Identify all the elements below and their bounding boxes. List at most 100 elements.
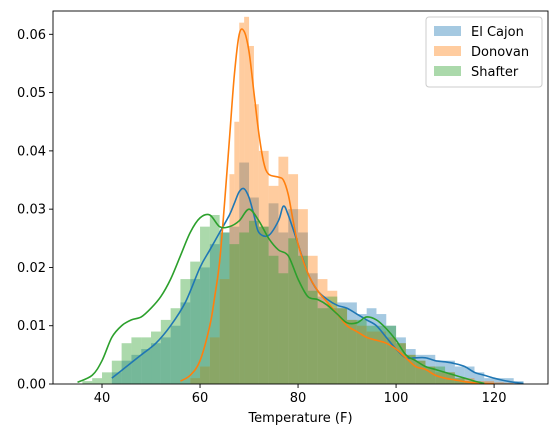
- hist-bar-donovan: [278, 156, 289, 384]
- hist-bar-donovan: [317, 279, 328, 384]
- hist-bar-shafter: [190, 261, 201, 384]
- hist-bar-shafter: [102, 372, 112, 384]
- hist-bar-el-cajon: [327, 308, 338, 384]
- hist-bar-donovan: [298, 209, 308, 384]
- hist-bar-el-cajon: [268, 203, 279, 384]
- hist-bar-el-cajon: [131, 354, 142, 384]
- hist-bar-donovan: [190, 378, 201, 384]
- hist-bar-donovan: [415, 360, 426, 384]
- hist-bar-el-cajon: [200, 267, 210, 384]
- hist-bar-el-cajon: [386, 325, 397, 384]
- hist-bar-el-cajon: [229, 226, 240, 384]
- hist-bar-el-cajon: [180, 302, 191, 384]
- hist-bar-el-cajon: [494, 378, 504, 384]
- hist-bar-donovan: [356, 325, 367, 384]
- hist-bar-el-cajon: [356, 314, 367, 384]
- hist-bar-shafter: [435, 366, 446, 384]
- x-tick-label: 100: [384, 391, 409, 406]
- hist-bar-donovan: [253, 104, 259, 384]
- hist-bar-donovan: [288, 174, 299, 384]
- y-tick-label: 0.03: [17, 203, 46, 218]
- hist-bar-donovan: [347, 319, 357, 384]
- hist-bar-shafter: [249, 220, 259, 384]
- hist-bar-shafter: [445, 372, 455, 384]
- y-tick-label: 0.01: [17, 319, 46, 334]
- hist-bar-donovan: [239, 22, 245, 384]
- hist-bar-el-cajon: [425, 354, 436, 384]
- x-tick-label: 40: [94, 391, 111, 406]
- hist-bar-donovan: [464, 378, 475, 384]
- hist-bar-shafter: [141, 337, 152, 384]
- hist-bar-el-cajon: [474, 372, 485, 384]
- hist-bar-el-cajon: [141, 349, 152, 384]
- hist-bar-el-cajon: [415, 354, 426, 384]
- hist-bar-shafter: [278, 273, 289, 384]
- hist-bar-donovan: [425, 366, 436, 384]
- hist-bar-shafter: [337, 308, 348, 384]
- hist-bar-el-cajon: [396, 337, 406, 384]
- hist-bar-shafter: [180, 279, 191, 384]
- legend-label-shafter: Shafter: [471, 65, 519, 80]
- x-axis-title: Temperature (F): [247, 411, 352, 426]
- hist-bar-shafter: [258, 226, 269, 384]
- hist-bar-el-cajon: [288, 209, 299, 384]
- hist-bar-shafter: [405, 354, 416, 384]
- hist-bar-shafter: [82, 381, 93, 384]
- hist-bar-donovan: [435, 372, 446, 384]
- y-tick-label: 0.02: [17, 261, 46, 276]
- hist-bar-el-cajon: [121, 360, 132, 384]
- hist-bar-el-cajon: [258, 226, 269, 384]
- hist-bar-shafter: [239, 232, 250, 384]
- hist-bar-donovan: [249, 45, 254, 384]
- hist-bar-el-cajon: [278, 232, 289, 384]
- hist-bar-donovan: [268, 185, 279, 384]
- hist-bar-el-cajon: [347, 302, 357, 384]
- hist-bar-donovan: [386, 337, 397, 384]
- hist-bar-shafter: [151, 331, 161, 384]
- hist-bar-donovan: [484, 381, 495, 384]
- hist-bar-donovan: [200, 366, 210, 384]
- hist-bar-donovan: [244, 16, 250, 384]
- y-tick-label: 0.00: [17, 378, 46, 393]
- hist-bar-shafter: [298, 255, 308, 384]
- hist-bar-shafter: [415, 360, 426, 384]
- y-tick-label: 0.04: [17, 144, 46, 159]
- hist-bar-shafter: [229, 244, 240, 384]
- hist-bar-donovan: [494, 382, 504, 384]
- hist-bar-el-cajon: [464, 366, 475, 384]
- legend-swatch-el-cajon: [434, 26, 461, 36]
- hist-bar-shafter: [376, 325, 387, 384]
- hist-bar-el-cajon: [190, 279, 201, 384]
- hist-bar-el-cajon: [249, 197, 259, 384]
- kde-curves-layer: [77, 28, 524, 385]
- hist-bar-donovan: [396, 343, 406, 384]
- hist-bar-donovan: [219, 279, 230, 384]
- hist-bar-shafter: [386, 325, 397, 384]
- hist-bar-el-cajon: [376, 314, 387, 384]
- hist-bar-el-cajon: [366, 308, 377, 384]
- legend-label-el-cajon: El Cajon: [471, 25, 524, 40]
- hist-bar-shafter: [307, 290, 318, 384]
- hist-bar-donovan: [307, 255, 318, 384]
- hist-bar-donovan: [366, 331, 377, 384]
- hist-bar-shafter: [170, 308, 181, 384]
- hist-bar-el-cajon: [151, 343, 161, 384]
- hist-bar-donovan: [405, 354, 416, 384]
- legend-box: [425, 16, 543, 88]
- hist-bar-shafter: [327, 296, 338, 384]
- hist-bar-el-cajon: [209, 244, 220, 384]
- hist-bar-donovan: [376, 331, 387, 384]
- x-tick-label: 120: [482, 391, 507, 406]
- hist-bar-shafter: [92, 378, 103, 384]
- hist-bar-el-cajon: [160, 337, 171, 384]
- hist-bar-el-cajon: [454, 366, 465, 384]
- hist-bar-shafter: [219, 232, 230, 384]
- hist-bar-shafter: [425, 366, 436, 384]
- axes: 40 60 80 100 120 0.00 0.01 0.02 0.03 0.04 0.05 0.06: [17, 10, 549, 406]
- hist-bar-shafter: [268, 255, 279, 384]
- hist-bar-el-cajon: [111, 372, 122, 384]
- hist-bar-donovan: [327, 290, 338, 384]
- hist-bar-el-cajon: [307, 273, 318, 384]
- y-tick-label: 0.05: [17, 86, 46, 101]
- legend-label-donovan: Donovan: [471, 45, 529, 60]
